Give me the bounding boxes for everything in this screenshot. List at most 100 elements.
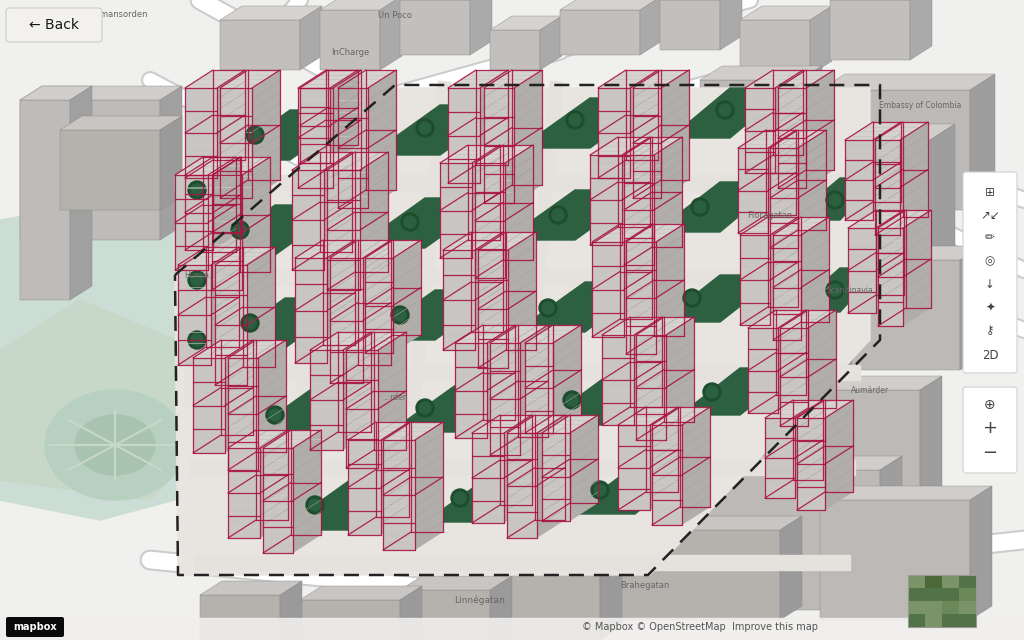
Bar — [185, 365, 860, 380]
Circle shape — [451, 489, 469, 507]
Circle shape — [683, 289, 701, 307]
Circle shape — [404, 216, 416, 228]
Polygon shape — [624, 137, 682, 155]
Text: ← Back: ← Back — [29, 18, 79, 32]
Polygon shape — [760, 376, 942, 390]
Bar — [190, 460, 855, 475]
Polygon shape — [514, 70, 542, 203]
Polygon shape — [475, 163, 505, 278]
Polygon shape — [770, 217, 798, 325]
Text: Linnégatan: Linnégatan — [455, 595, 506, 605]
Polygon shape — [490, 576, 512, 640]
Circle shape — [234, 224, 246, 236]
Polygon shape — [478, 250, 508, 368]
Polygon shape — [820, 500, 970, 620]
Polygon shape — [228, 340, 286, 358]
Circle shape — [241, 314, 259, 332]
Polygon shape — [212, 157, 270, 175]
Text: ...rden: ...rden — [383, 392, 408, 401]
Polygon shape — [600, 556, 622, 640]
Text: ↗↙: ↗↙ — [980, 209, 999, 221]
Polygon shape — [775, 70, 803, 173]
Circle shape — [191, 274, 203, 286]
Polygon shape — [185, 88, 217, 178]
Polygon shape — [624, 224, 652, 337]
Polygon shape — [293, 430, 321, 553]
Polygon shape — [449, 88, 480, 183]
Polygon shape — [780, 328, 808, 426]
Polygon shape — [327, 170, 360, 290]
Polygon shape — [292, 170, 324, 270]
Polygon shape — [490, 343, 520, 455]
Circle shape — [566, 111, 584, 129]
Text: Embassy of Colombia: Embassy of Colombia — [879, 100, 962, 109]
Polygon shape — [633, 88, 662, 198]
Polygon shape — [280, 480, 415, 530]
Polygon shape — [624, 155, 654, 265]
Text: ✏: ✏ — [985, 232, 995, 244]
Circle shape — [391, 306, 409, 324]
Polygon shape — [508, 232, 536, 368]
Polygon shape — [830, 0, 910, 60]
Polygon shape — [670, 88, 790, 138]
Polygon shape — [415, 422, 443, 550]
Circle shape — [188, 181, 206, 199]
Polygon shape — [490, 325, 548, 343]
Polygon shape — [592, 224, 652, 242]
Circle shape — [686, 292, 698, 304]
Ellipse shape — [45, 390, 185, 500]
Polygon shape — [820, 486, 992, 500]
Polygon shape — [738, 130, 796, 148]
Polygon shape — [247, 247, 275, 385]
Polygon shape — [507, 415, 565, 433]
Circle shape — [694, 201, 706, 213]
Circle shape — [249, 129, 261, 141]
Circle shape — [401, 213, 419, 231]
Polygon shape — [820, 246, 982, 260]
Polygon shape — [300, 70, 358, 88]
Polygon shape — [778, 310, 806, 413]
Polygon shape — [662, 70, 689, 198]
Polygon shape — [930, 124, 955, 300]
Polygon shape — [520, 98, 660, 148]
Polygon shape — [770, 148, 798, 248]
Polygon shape — [873, 122, 901, 220]
Polygon shape — [560, 0, 662, 10]
Circle shape — [829, 194, 841, 206]
Text: ✦: ✦ — [985, 301, 995, 314]
Polygon shape — [228, 430, 288, 448]
Polygon shape — [500, 556, 622, 570]
Circle shape — [246, 126, 264, 144]
Polygon shape — [760, 390, 920, 520]
Text: Aumärder: Aumärder — [851, 385, 889, 394]
Polygon shape — [295, 258, 327, 363]
Text: ⊕: ⊕ — [984, 398, 995, 412]
Polygon shape — [600, 530, 780, 620]
Bar — [490, 116, 710, 161]
Polygon shape — [874, 122, 928, 140]
Polygon shape — [700, 300, 830, 420]
Polygon shape — [740, 217, 798, 235]
Polygon shape — [300, 88, 330, 163]
Polygon shape — [228, 448, 260, 538]
Polygon shape — [633, 70, 689, 88]
Text: ⚷: ⚷ — [986, 323, 994, 337]
Polygon shape — [292, 152, 352, 170]
Polygon shape — [520, 325, 548, 455]
Polygon shape — [0, 300, 220, 500]
Polygon shape — [738, 148, 768, 233]
Polygon shape — [630, 70, 658, 178]
Polygon shape — [400, 586, 422, 640]
Polygon shape — [602, 317, 662, 335]
Polygon shape — [475, 232, 503, 350]
Polygon shape — [750, 140, 930, 300]
Polygon shape — [680, 368, 800, 415]
Polygon shape — [381, 422, 409, 535]
Bar — [942, 588, 959, 601]
Polygon shape — [70, 86, 92, 300]
Polygon shape — [212, 175, 242, 290]
Polygon shape — [748, 328, 778, 413]
Polygon shape — [213, 157, 241, 250]
Circle shape — [416, 119, 434, 137]
Polygon shape — [365, 290, 505, 340]
